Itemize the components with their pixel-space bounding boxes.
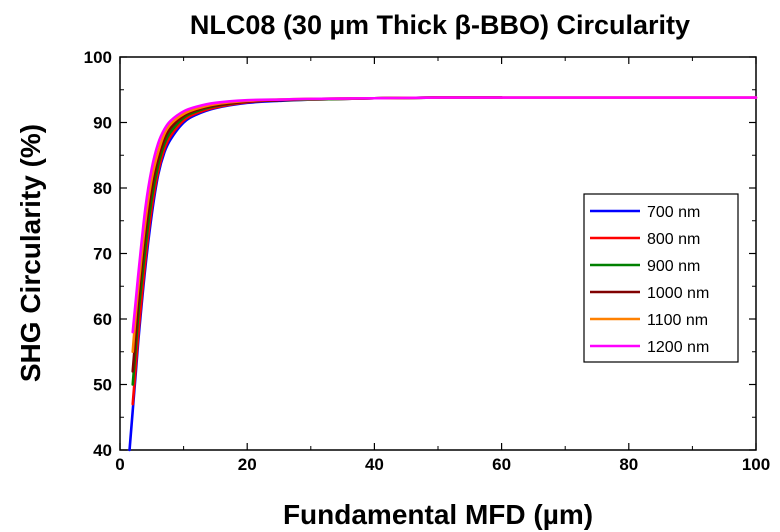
legend-label: 800 nm — [647, 231, 700, 248]
series-line-900-nm — [131, 96, 503, 386]
series-layer — [128, 96, 758, 452]
y-tick-label: 80 — [93, 179, 112, 198]
axis-ticks: 0 20 40 60 80 100 40 50 60 70 80 90 100 — [84, 48, 771, 474]
y-tick-label: 60 — [93, 310, 112, 329]
legend-label: 1100 nm — [647, 312, 708, 329]
legend-label: 1000 nm — [647, 285, 709, 302]
chart-title: NLC08 (30 µm Thick β-BBO) Circularity — [190, 10, 690, 40]
y-tick-label: 40 — [93, 441, 112, 460]
series-line-1000-nm — [131, 96, 503, 373]
x-tick-label: 80 — [619, 455, 638, 474]
legend: 700 nm 800 nm 900 nm 1000 nm 1100 nm 1200 nm — [583, 193, 739, 363]
y-axis-label: SHG Circularity (%) — [15, 124, 46, 382]
legend-label: 700 nm — [647, 204, 700, 221]
legend-label: 1200 nm — [647, 339, 709, 356]
x-tick-label: 0 — [115, 455, 124, 474]
x-axis-label: Fundamental MFD (µm) — [283, 499, 593, 530]
y-tick-label: 70 — [93, 245, 112, 264]
y-tick-label: 50 — [93, 376, 112, 395]
series-line-1200-nm — [131, 96, 758, 334]
x-tick-label: 20 — [238, 455, 257, 474]
series-line-700-nm — [128, 96, 503, 452]
legend-label: 900 nm — [647, 258, 700, 275]
y-tick-label: 100 — [84, 48, 112, 67]
series-line-800-nm — [131, 96, 503, 406]
plot-area: 0 20 40 60 80 100 40 50 60 70 80 90 100 — [84, 48, 771, 474]
legend-box — [583, 193, 739, 363]
y-tick-label: 90 — [93, 114, 112, 133]
x-tick-label: 100 — [742, 455, 770, 474]
x-tick-label: 60 — [492, 455, 511, 474]
x-tick-label: 40 — [365, 455, 384, 474]
